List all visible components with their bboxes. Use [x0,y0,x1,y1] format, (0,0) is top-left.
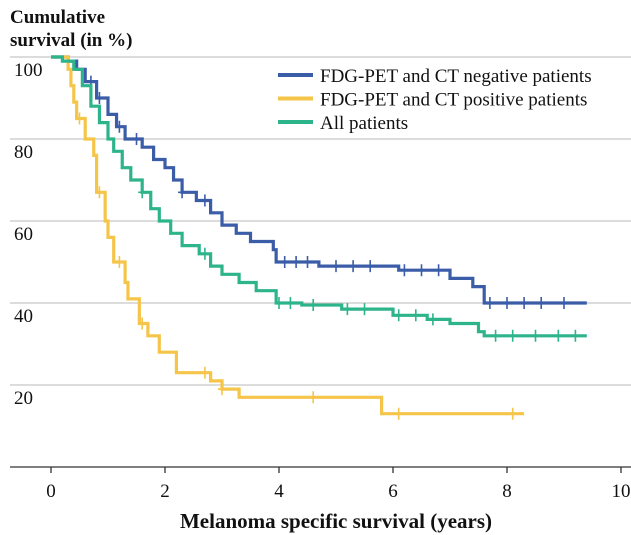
censor-mark [309,391,318,404]
censor-mark [138,186,147,199]
censor-mark [485,297,494,309]
censor-mark [366,260,375,273]
censor-mark [349,260,358,273]
censor-mark [200,366,209,379]
censor-mark [200,194,209,207]
censor-mark [508,407,517,420]
censor-mark [554,329,563,342]
censor-mark [292,256,301,268]
x-tick-label: 6 [388,481,398,502]
censor-mark [394,309,403,322]
censor-mark [115,120,124,133]
censor-mark [95,92,104,104]
censor-mark [491,329,500,342]
censor-mark [309,299,318,312]
x-axis-label: Melanoma specific survival (years) [180,509,492,533]
censor-mark [411,309,420,322]
censor-mark [360,303,369,316]
censor-mark [303,256,312,268]
x-tick-label: 4 [274,481,284,502]
y-tick-label: 60 [14,224,33,245]
censor-mark [503,297,511,309]
x-tick-label: 10 [612,481,631,502]
censor-mark [434,264,443,277]
censor-mark [531,329,540,342]
censor-mark [520,297,529,309]
legend-label: FDG-PET and CT negative patients [320,66,592,87]
censor-mark [537,297,546,309]
x-tick-label: 0 [46,481,56,502]
censor-mark [343,303,352,316]
y-tick-label: 40 [14,306,33,327]
censor-mark [571,329,580,342]
y-tick-label: 100 [14,60,43,81]
survival-curve [51,55,587,338]
censor-mark [275,297,283,309]
survival-curve [51,55,525,416]
censor-mark [560,297,568,309]
censor-mark [428,313,437,326]
censor-mark [95,186,104,199]
censor-mark [178,186,187,199]
x-tick-label: 2 [160,481,170,502]
censor-mark [132,133,141,145]
censor-mark [400,264,409,277]
y-tick-label: 20 [14,388,33,409]
censor-mark [200,247,209,260]
y-axis-label: survival (in %) [10,30,132,51]
censor-mark [280,256,289,268]
censor-mark [218,383,226,396]
censor-mark [394,407,403,420]
censor-mark [138,317,147,330]
legend-label: All patients [320,113,408,134]
x-tick-label: 8 [502,481,512,502]
censor-mark [286,297,295,309]
y-tick-label: 80 [14,142,33,163]
censor-mark [332,260,340,273]
censor-mark [75,112,84,125]
censor-mark [508,329,517,342]
censor-mark [115,256,124,268]
y-axis-label: Cumulative [10,7,105,28]
legend-label: FDG-PET and CT positive patients [320,90,587,111]
censor-mark [417,264,426,277]
